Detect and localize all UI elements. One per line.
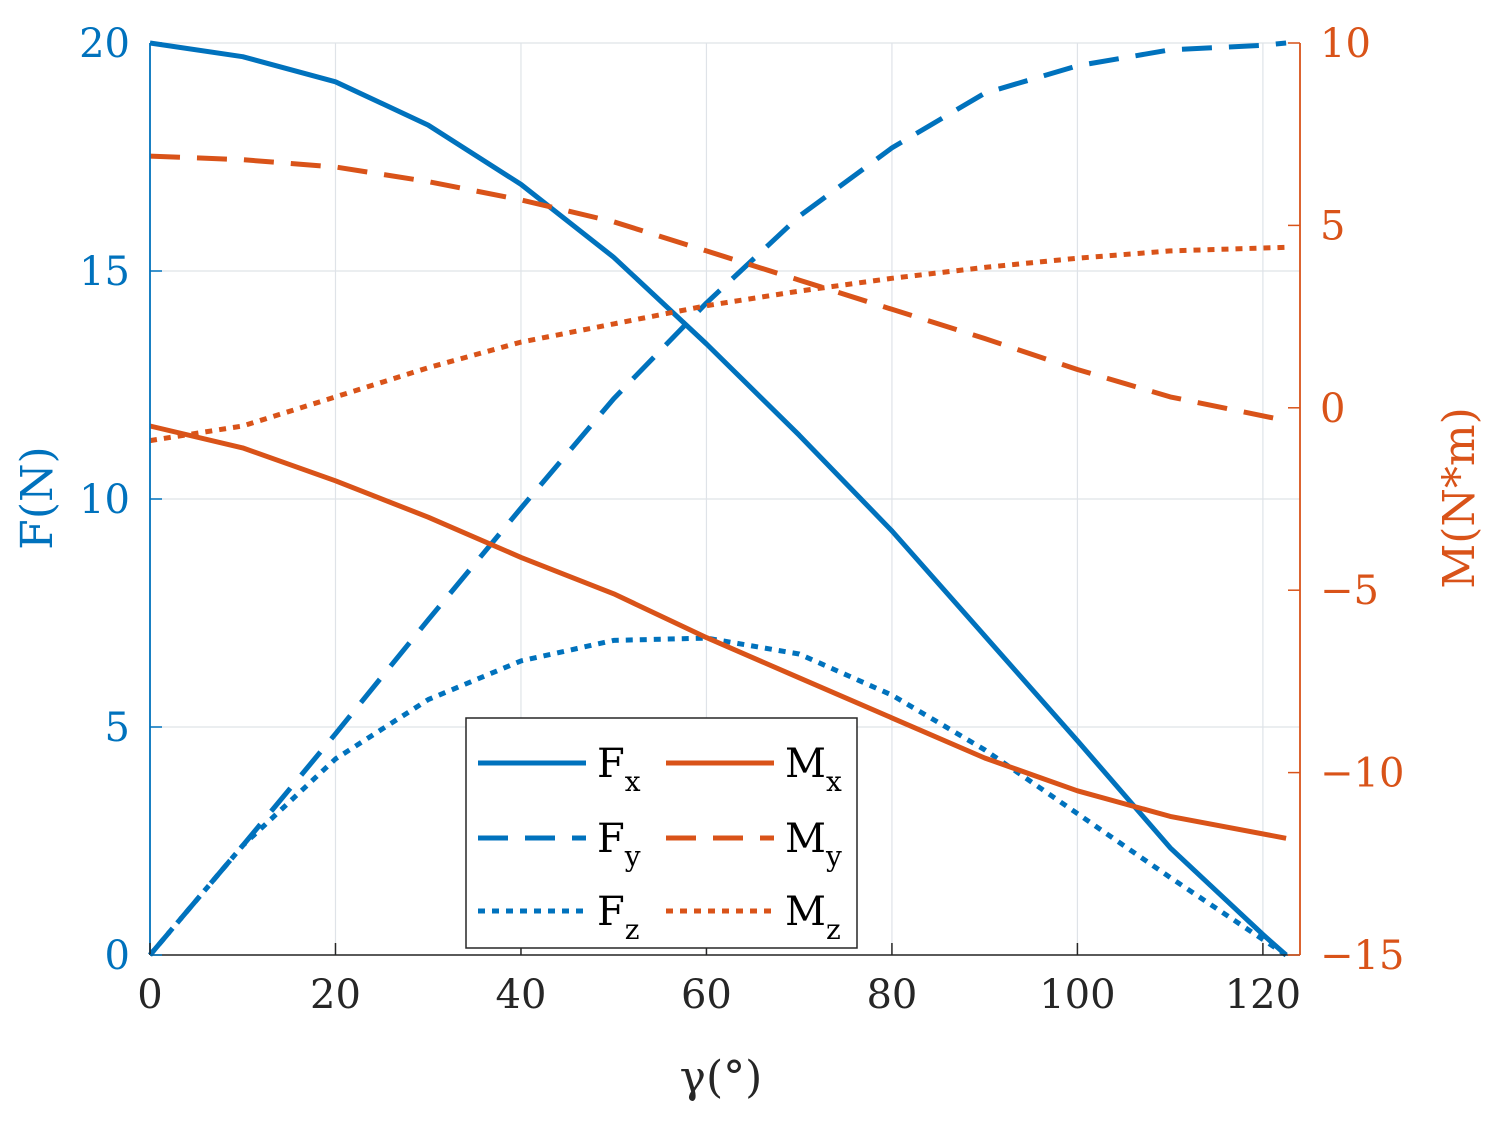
right-y-tick-label: −10 xyxy=(1320,751,1404,797)
x-tick-label: 0 xyxy=(137,972,162,1018)
legend: Fx Mx Fy My Fz Mz xyxy=(465,717,858,949)
right-y-tick-label: −5 xyxy=(1320,568,1379,614)
x-tick-label: 40 xyxy=(496,972,547,1018)
right-y-tick-label: 5 xyxy=(1320,203,1345,249)
series-line-fz xyxy=(148,635,1288,958)
left-y-axis-label: F(N) xyxy=(12,446,63,549)
right-y-axis-label: M(N*m) xyxy=(1434,407,1485,589)
left-y-tick-label: 20 xyxy=(79,21,130,67)
right-y-tick-label: 0 xyxy=(1320,386,1345,432)
x-tick-label: 100 xyxy=(1039,972,1115,1018)
legend-label-fz: Fz xyxy=(597,889,640,946)
right-y-tick-label: 10 xyxy=(1320,21,1371,67)
legend-label-fx: Fx xyxy=(597,741,641,798)
series-line-fy xyxy=(148,40,1287,957)
x-axis-label: γ(°) xyxy=(680,1052,763,1103)
series-line-my xyxy=(149,153,1287,424)
series-line-fx xyxy=(149,40,1288,957)
x-tick-label: 120 xyxy=(1225,972,1301,1018)
plot-series xyxy=(148,40,1288,958)
x-tick-label: 60 xyxy=(681,972,732,1018)
x-tick-label: 20 xyxy=(310,972,361,1018)
left-y-tick-label: 0 xyxy=(105,933,130,979)
legend-label-mz: Mz xyxy=(785,889,841,946)
axes: 0 20 40 60 80 100 120 0 5 10 15 20 −15 −10 −5 0 5 10 xyxy=(79,21,1404,1018)
right-y-tick-label: −15 xyxy=(1320,933,1404,979)
x-tick-label: 80 xyxy=(866,972,917,1018)
series-line-mx xyxy=(149,423,1287,841)
legend-label-my: My xyxy=(785,816,842,873)
left-y-tick-label: 10 xyxy=(79,477,130,523)
left-y-tick-label: 5 xyxy=(105,705,130,751)
series-line-mz xyxy=(149,244,1287,444)
legend-label-fy: Fy xyxy=(597,816,641,873)
legend-label-mx: Mx xyxy=(785,741,842,798)
legend-box xyxy=(465,717,858,949)
left-y-tick-label: 15 xyxy=(79,249,130,295)
